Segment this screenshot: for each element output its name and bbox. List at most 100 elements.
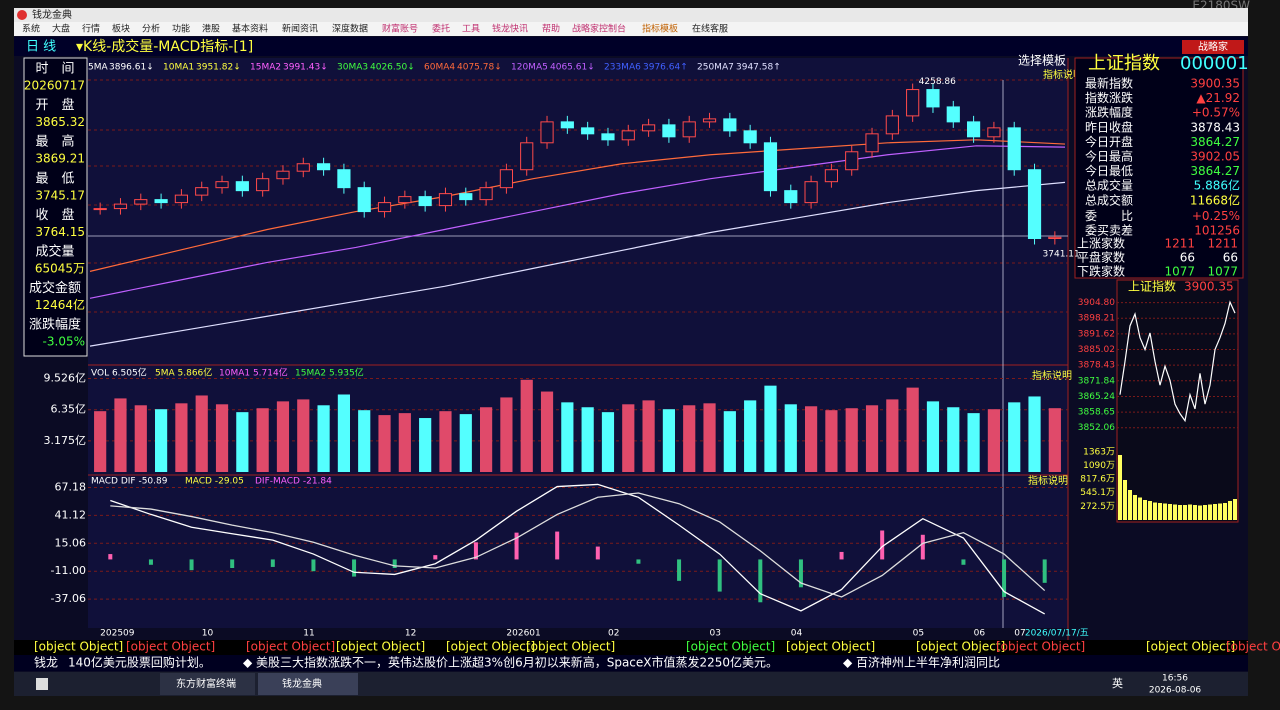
menu-item[interactable]: 帮助 xyxy=(542,23,560,35)
menu-item[interactable]: 财富账号 xyxy=(382,23,418,35)
quote-value: 11668亿 xyxy=(1190,192,1240,207)
menu-item[interactable]: 功能 xyxy=(172,23,190,35)
candle-body xyxy=(134,199,148,205)
menu-item[interactable]: 板块 xyxy=(112,23,130,35)
macd-histogram xyxy=(677,559,682,581)
volume-bar xyxy=(825,410,838,472)
news-source: 钱龙 xyxy=(34,655,58,670)
period[interactable]: 日 线 xyxy=(26,40,56,55)
candle-body xyxy=(540,121,554,144)
macd-line xyxy=(110,483,1046,615)
menu-item[interactable]: 大盘 xyxy=(52,23,70,35)
candle-body xyxy=(1007,127,1021,171)
low-label: 3741.11 xyxy=(1043,250,1080,260)
volume-bar xyxy=(134,405,147,472)
intraday-volume xyxy=(1203,505,1207,520)
menu-item[interactable]: 行情 xyxy=(82,23,100,35)
candle-body xyxy=(926,89,940,108)
macd-header: DIF-MACD -21.84 xyxy=(255,477,332,487)
intraday-volume xyxy=(1148,501,1152,520)
y-tick-label: 272.5万 xyxy=(1080,502,1115,512)
ticker-item: [object Object] xyxy=(916,640,1005,654)
menu-item[interactable]: 深度数据 xyxy=(332,23,368,35)
candle-body xyxy=(398,196,412,204)
strategist-button[interactable] xyxy=(1182,40,1244,54)
candle-body xyxy=(154,199,168,204)
intraday-volume xyxy=(1193,505,1197,520)
intraday-volume xyxy=(1223,503,1227,520)
ma-legend-value: 4026.50↓ xyxy=(370,63,415,73)
vol-header: 5MA 5.866亿 xyxy=(155,367,212,379)
intraday-volume xyxy=(1188,504,1192,520)
ma-legend-value: 3976.64↑ xyxy=(643,63,688,73)
intraday-volume xyxy=(1153,502,1157,520)
volume-bar xyxy=(622,404,635,472)
macd-histogram xyxy=(433,555,438,560)
x-tick-label: 11 xyxy=(303,629,314,639)
volume-bar xyxy=(784,404,797,472)
intraday-volume xyxy=(1178,505,1182,520)
ma-legend-value: 3947.58↑ xyxy=(736,63,781,73)
quote-label: 最新指数 xyxy=(1085,76,1133,91)
ticker-item: [object Object] xyxy=(336,640,425,654)
x-tick-label: 06 xyxy=(974,629,986,639)
ma-legend-name: 233MA6 xyxy=(604,63,641,73)
quote-label: 昨日收盘 xyxy=(1085,119,1133,134)
task-item[interactable] xyxy=(258,673,358,695)
menu-item[interactable]: 基本资料 xyxy=(232,23,268,35)
start-button[interactable] xyxy=(36,678,48,690)
intraday-volume xyxy=(1173,504,1177,520)
menu-item[interactable]: 港股 xyxy=(202,23,220,35)
volume-bar xyxy=(256,408,269,472)
candle-body xyxy=(479,187,493,201)
ticker-item: [object Object] xyxy=(34,640,123,654)
ma-legend-value: 3991.43↓ xyxy=(283,63,328,73)
volume-bar xyxy=(439,411,452,472)
y-tick-label: 3871.84 xyxy=(1078,376,1115,386)
candle-body xyxy=(763,142,778,192)
y-tick-label: -11.00 xyxy=(51,564,86,577)
quote-value: 5.886亿 xyxy=(1194,178,1240,193)
template-button[interactable]: 选择模板 xyxy=(1018,54,1066,68)
volume-bar xyxy=(540,391,554,472)
breadth-value: 66 xyxy=(1223,251,1238,265)
x-tick-label: 07 xyxy=(1014,629,1025,639)
indicator-help[interactable]: 指标说明 xyxy=(1032,369,1072,382)
menu-item[interactable]: 战略家控制台 xyxy=(572,23,626,35)
field-label: 开 盘 xyxy=(35,97,74,113)
menu-item[interactable]: 工具 xyxy=(462,24,480,35)
news-item[interactable]: ◆ 美股三大指数涨跌不一，英伟达股价上涨超3%创6月初以来新高，SpaceX市值… xyxy=(243,655,778,670)
task-item[interactable] xyxy=(160,673,255,695)
ma-legend-value: 4075.78↓ xyxy=(457,63,502,73)
menu-item[interactable]: 分析 xyxy=(142,23,160,35)
news-item[interactable]: ◆ 百济神州上半年净利润同比 xyxy=(843,655,1000,670)
quote-value: 3878.43 xyxy=(1190,120,1240,134)
task-label[interactable]: 东方财富终端 xyxy=(176,677,236,690)
field-label: 最 高 xyxy=(35,134,74,150)
candle-body xyxy=(357,187,371,213)
news-item[interactable]: 140亿美元股票回购计划。 xyxy=(68,655,211,670)
macd-histogram xyxy=(758,559,763,603)
intraday-panel xyxy=(1116,279,1239,523)
macd-histogram xyxy=(514,532,519,560)
menu-item[interactable]: 在线客服 xyxy=(692,23,728,35)
ma-legend-name: 15MA2 xyxy=(250,63,281,73)
indicator-help[interactable]: 指标说明 xyxy=(1028,474,1068,487)
breadth-value: 1077 xyxy=(1164,265,1195,279)
indicator-help[interactable]: 指标说明 xyxy=(1043,68,1083,81)
menu-item[interactable]: 指标模板 xyxy=(642,23,678,35)
task-label[interactable]: 钱龙金典 xyxy=(282,677,322,690)
volume-bar xyxy=(297,399,310,472)
menu-item[interactable]: 系统 xyxy=(22,23,40,35)
intraday-volume xyxy=(1228,501,1232,520)
menu-item[interactable]: 新闻资讯 xyxy=(282,23,318,35)
menu-item[interactable]: 委托 xyxy=(432,23,450,35)
vol-header: 15MA2 5.935亿 xyxy=(295,367,364,379)
volume-bar xyxy=(967,413,980,472)
menu-item[interactable]: 钱龙快讯 xyxy=(492,23,528,35)
quote-value: 3902.05 xyxy=(1190,150,1240,164)
macd-histogram xyxy=(555,531,560,560)
ma-line xyxy=(89,181,1066,347)
volume-bar xyxy=(520,379,533,472)
volume-bar xyxy=(175,403,188,472)
